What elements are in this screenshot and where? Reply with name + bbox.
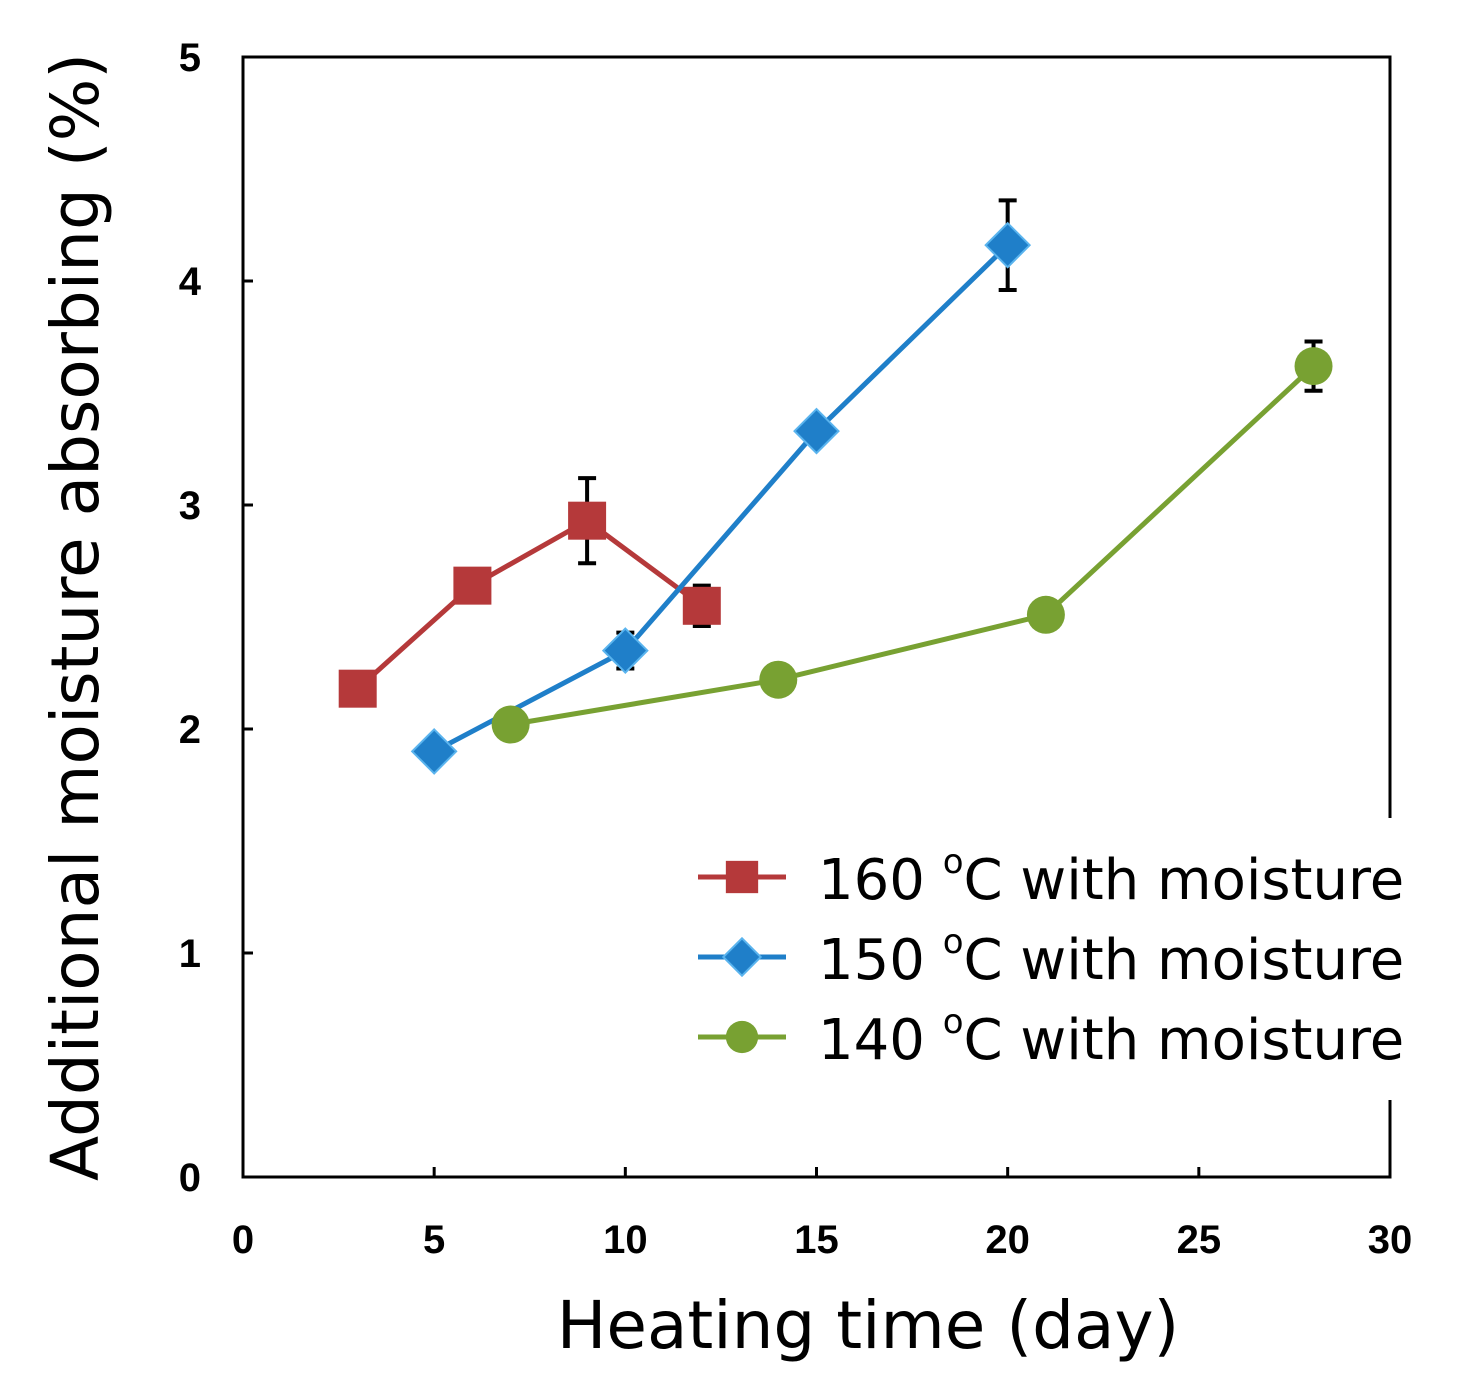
- legend-label-prefix: 160: [818, 848, 943, 913]
- series-1: [410, 198, 1032, 775]
- legend-label: 160 oC with moisture: [818, 842, 1404, 913]
- data-point: [338, 669, 377, 708]
- legend-marker: [725, 1020, 759, 1054]
- x-tick-label: 30: [1368, 1218, 1413, 1262]
- series-line: [510, 364, 1316, 727]
- series-layer: [338, 198, 1333, 775]
- x-tick-label: 10: [603, 1218, 648, 1262]
- data-point: [410, 727, 458, 775]
- x-tick-label: 0: [232, 1218, 254, 1262]
- axis-ticks: 0 5 10 15 20 25 30 0 1 2 3 4 5: [179, 36, 1413, 1262]
- data-point: [1294, 347, 1333, 386]
- data-point: [491, 705, 530, 744]
- data-point: [682, 586, 721, 625]
- y-tick-label: 5: [179, 36, 201, 80]
- y-tick-label: 3: [179, 484, 201, 528]
- legend-label-suffix: C with moisture: [964, 1008, 1405, 1073]
- legend-label-degree: o: [943, 922, 964, 962]
- x-axis-title: Heating time (day): [557, 1287, 1180, 1364]
- series-line: [356, 517, 704, 691]
- x-tick-label: 20: [985, 1218, 1030, 1262]
- legend-label-degree: o: [943, 1002, 964, 1042]
- y-axis-title: Additional moisture absorbing (%): [37, 53, 114, 1181]
- data-point: [453, 566, 492, 605]
- series-line: [433, 243, 1010, 754]
- legend-label-prefix: 140: [818, 1008, 943, 1073]
- legend-background: [672, 818, 1432, 1100]
- y-tick-label: 2: [179, 708, 201, 752]
- data-point: [568, 501, 607, 540]
- data-point: [984, 221, 1032, 269]
- legend-item: 140 oC with moisture: [698, 1002, 1404, 1073]
- legend-label: 150 oC with moisture: [818, 922, 1404, 993]
- data-point: [601, 627, 649, 675]
- legend-marker: [721, 936, 763, 978]
- legend-label: 140 oC with moisture: [818, 1002, 1404, 1073]
- legend-label-degree: o: [943, 842, 964, 882]
- y-tick-label: 0: [179, 1156, 201, 1200]
- y-tick-label: 4: [179, 260, 202, 304]
- legend-item: 160 oC with moisture: [698, 842, 1404, 913]
- series-0: [338, 476, 721, 708]
- x-tick-label: 15: [794, 1218, 839, 1262]
- x-tick-label: 5: [423, 1218, 445, 1262]
- y-tick-label: 1: [179, 932, 201, 976]
- legend-item: 150 oC with moisture: [698, 922, 1404, 993]
- data-point: [1026, 595, 1065, 634]
- data-point: [793, 407, 840, 455]
- data-point: [759, 660, 798, 699]
- legend-label-suffix: C with moisture: [964, 928, 1405, 993]
- legend-label-prefix: 150: [818, 928, 943, 993]
- legend-label-suffix: C with moisture: [964, 848, 1405, 913]
- x-tick-label: 25: [1177, 1218, 1222, 1262]
- legend-marker: [725, 860, 759, 894]
- series-2: [491, 339, 1333, 744]
